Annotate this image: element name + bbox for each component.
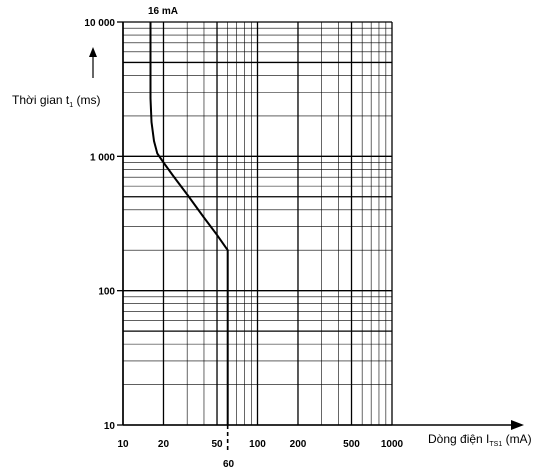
grid-lines (122, 21, 393, 426)
x-tick-label: 500 (343, 439, 360, 450)
top-marker-label: 16 mA (148, 6, 178, 17)
y-axis-label: Thời gian t1 (ms) (12, 93, 100, 109)
x-tick-label: 50 (211, 439, 223, 450)
x-tick-label: 1000 (381, 439, 404, 450)
y-axis-label-unit: (ms) (73, 93, 100, 107)
x-tick-label: 20 (158, 439, 170, 450)
tick-labels: 10 20 50 100 200 500 1000 10 100 1 000 10 000 (84, 18, 403, 450)
x-axis-label: Dòng điện ITS1 (mA) (428, 432, 532, 448)
y-tick-label: 10 000 (84, 18, 115, 29)
series-line (149, 22, 229, 425)
y-tick-label: 100 (98, 287, 115, 298)
axes (89, 21, 524, 453)
x-axis-label-sub: TS1 (489, 441, 502, 448)
y-axis-arrow (89, 47, 97, 57)
x-tick-label: 200 (290, 439, 307, 450)
x-tick-label: 100 (249, 439, 266, 450)
y-axis-label-sub: 1 (69, 102, 73, 109)
y-axis-label-main: Thời gian t (12, 93, 70, 107)
bottom-marker-label: 60 (223, 459, 235, 470)
y-tick-label: 1 000 (90, 152, 115, 163)
x-axis-label-main: Dòng điện I (428, 432, 489, 446)
x-axis-label-unit: (mA) (502, 432, 531, 446)
y-tick-label: 10 (104, 421, 116, 432)
x-axis-arrow (511, 420, 524, 430)
data-series (149, 22, 229, 425)
x-tick-label: 10 (117, 439, 129, 450)
